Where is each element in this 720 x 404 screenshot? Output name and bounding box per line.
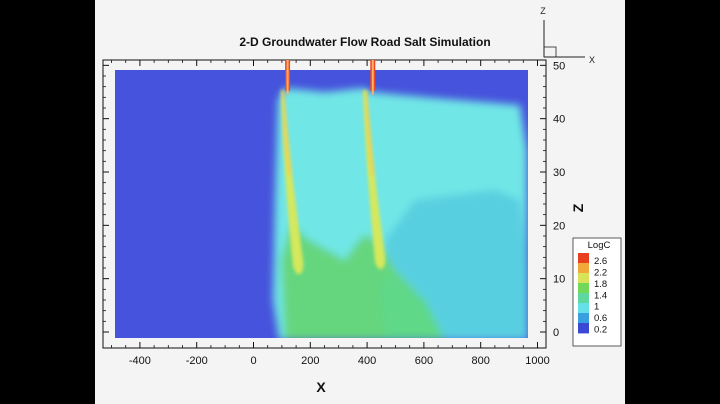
salt-sources bbox=[285, 60, 376, 95]
triad-z-label: Z bbox=[540, 6, 546, 16]
legend-swatch bbox=[578, 283, 589, 294]
plume-mid2-region bbox=[378, 275, 444, 338]
contour-plot: 2-D Groundwater Flow Road Salt Simulatio… bbox=[102, 6, 622, 395]
x-tick-label: 1000 bbox=[525, 355, 549, 367]
y-tick-label: 30 bbox=[553, 167, 565, 179]
plume-hot-right bbox=[365, 90, 374, 176]
legend-level-label: 1.4 bbox=[594, 290, 607, 301]
salt-source-core bbox=[371, 60, 374, 95]
legend-level-label: 0.2 bbox=[594, 325, 607, 336]
legend-swatch bbox=[578, 293, 589, 304]
x-tick-label: 600 bbox=[415, 355, 433, 367]
legend-swatch bbox=[578, 313, 589, 324]
coordinate-triad: Z X bbox=[540, 6, 595, 65]
legend-title: LogC bbox=[588, 240, 611, 251]
x-tick-label: -200 bbox=[186, 355, 208, 367]
legend-swatch bbox=[578, 273, 589, 284]
slide-panel: 2-D Groundwater Flow Road Salt Simulatio… bbox=[95, 0, 625, 404]
legend-level-label: 0.6 bbox=[594, 313, 607, 324]
y-axis-ticks: 0 10 20 30 40 50 bbox=[103, 60, 565, 339]
y-tick-label: 40 bbox=[553, 114, 565, 126]
triad-x-label: X bbox=[589, 55, 595, 65]
y-tick-label: 20 bbox=[553, 220, 565, 232]
legend-swatch bbox=[578, 323, 589, 334]
legend-swatch bbox=[578, 253, 589, 264]
x-tick-label: 200 bbox=[301, 355, 319, 367]
legend-swatch bbox=[578, 263, 589, 274]
legend-level-label: 1.8 bbox=[594, 279, 607, 290]
y-tick-label: 0 bbox=[553, 327, 559, 339]
x-tick-label: 400 bbox=[358, 355, 376, 367]
x-axis-ticks: -400 -200 0 200 400 600 800 1000 bbox=[111, 60, 550, 367]
z-axis-label: Z bbox=[570, 203, 586, 212]
x-axis-label: X bbox=[316, 379, 326, 395]
x-tick-label: -400 bbox=[129, 355, 151, 367]
legend-swatch bbox=[578, 303, 589, 314]
plume-hot-left bbox=[282, 90, 291, 176]
colorbar-legend: LogC 2.62.21.81.410.60.2 bbox=[572, 237, 622, 347]
legend-level-label: 1 bbox=[594, 302, 599, 313]
y-tick-label: 50 bbox=[553, 60, 565, 72]
concentration-field bbox=[115, 70, 528, 338]
x-tick-label: 800 bbox=[472, 355, 490, 367]
y-tick-label: 10 bbox=[553, 274, 565, 286]
legend-level-label: 2.6 bbox=[594, 256, 607, 267]
salt-source-core bbox=[286, 60, 289, 95]
chart-title: 2-D Groundwater Flow Road Salt Simulatio… bbox=[239, 35, 490, 49]
legend-level-label: 2.2 bbox=[594, 267, 607, 278]
x-tick-label: 0 bbox=[250, 355, 256, 367]
